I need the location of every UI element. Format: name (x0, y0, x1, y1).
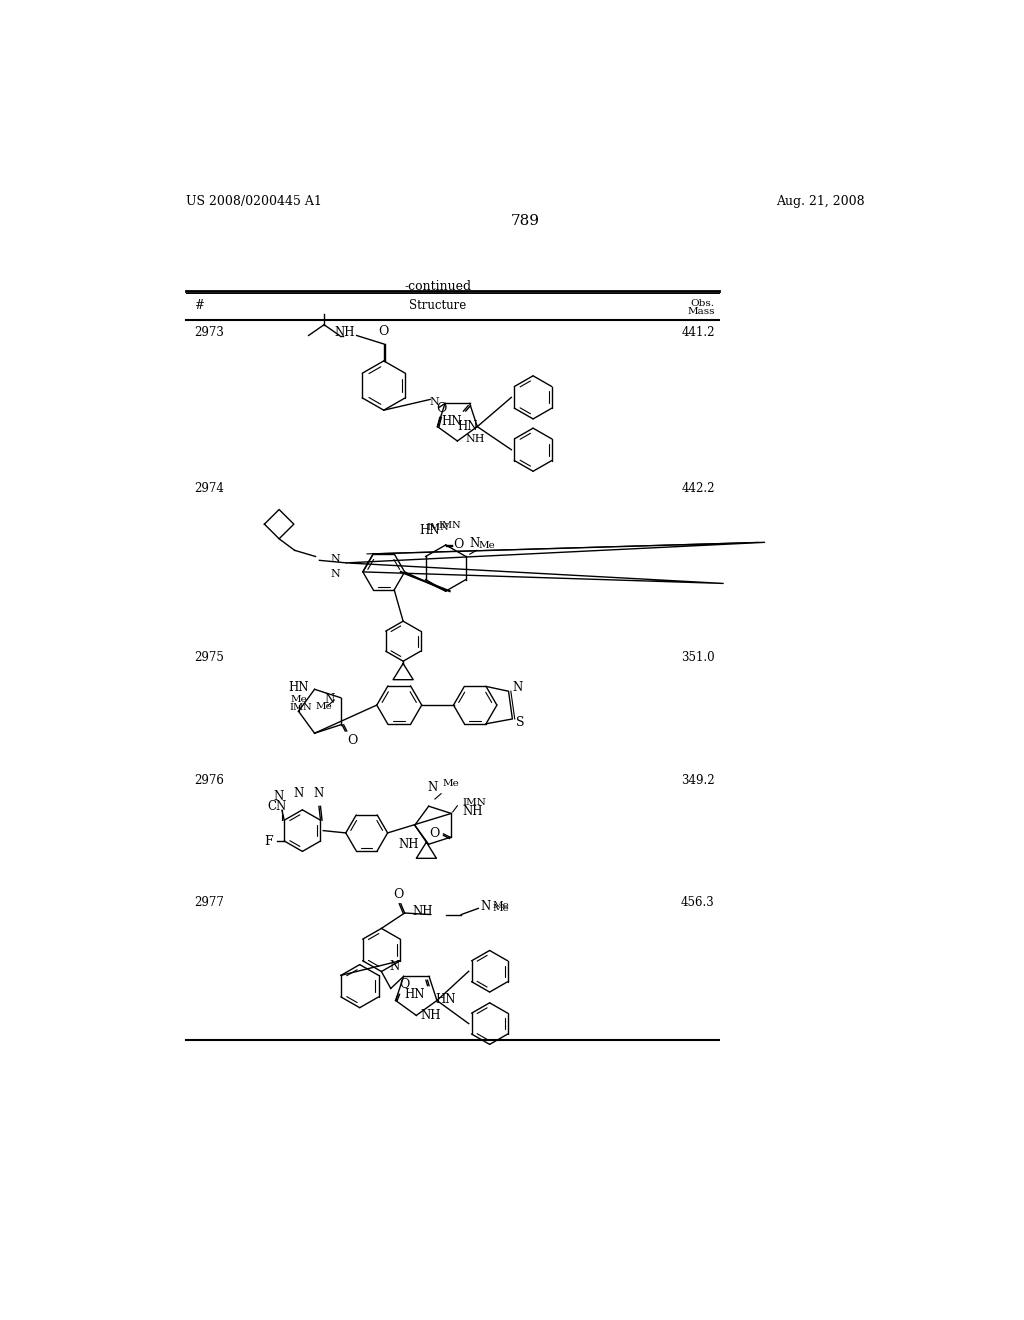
Text: 351.0: 351.0 (681, 651, 715, 664)
Text: 441.2: 441.2 (681, 326, 715, 339)
Text: 456.3: 456.3 (681, 896, 715, 909)
Text: O: O (429, 826, 439, 840)
Text: N: N (331, 554, 340, 564)
Text: IMN: IMN (290, 704, 312, 713)
Text: N: N (427, 780, 437, 793)
Text: NH: NH (462, 805, 482, 818)
Text: Aug. 21, 2008: Aug. 21, 2008 (775, 195, 864, 209)
Text: IMN: IMN (427, 524, 450, 532)
Text: N: N (512, 681, 522, 694)
Text: NH: NH (399, 838, 420, 851)
Text: NH: NH (335, 326, 355, 339)
Text: F: F (264, 834, 272, 847)
Text: N: N (429, 397, 439, 407)
Text: 2974: 2974 (194, 482, 224, 495)
Text: IMN: IMN (462, 797, 486, 807)
Text: Me: Me (493, 900, 509, 909)
Text: HN: HN (435, 994, 456, 1006)
Text: 2973: 2973 (194, 326, 224, 339)
Text: 349.2: 349.2 (681, 775, 715, 788)
Text: O: O (399, 978, 410, 991)
Text: N: N (480, 900, 490, 913)
Text: 2977: 2977 (194, 896, 224, 909)
Text: -continued: -continued (404, 280, 472, 293)
Text: HN: HN (441, 414, 462, 428)
Text: 2975: 2975 (194, 651, 224, 664)
Text: Me: Me (478, 541, 495, 550)
Text: HN: HN (288, 681, 308, 694)
Text: O: O (436, 403, 446, 414)
Text: S: S (516, 717, 524, 730)
Text: O: O (393, 888, 403, 902)
Text: N: N (293, 787, 304, 800)
Text: N: N (273, 791, 284, 804)
Text: 442.2: 442.2 (681, 482, 715, 495)
Text: Mass: Mass (687, 308, 715, 315)
Text: Me: Me (315, 702, 332, 711)
Text: O: O (347, 734, 357, 747)
Text: Me: Me (290, 694, 307, 704)
Text: O: O (454, 539, 464, 552)
Text: 2976: 2976 (194, 775, 224, 788)
Text: O: O (379, 325, 389, 338)
Text: Structure: Structure (410, 300, 467, 313)
Text: N: N (313, 787, 324, 800)
Text: IMN: IMN (438, 520, 461, 529)
Text: Obs.: Obs. (690, 298, 715, 308)
Text: N: N (470, 537, 480, 550)
Text: Me: Me (442, 779, 460, 788)
Text: N: N (331, 569, 340, 579)
Text: N: N (389, 960, 399, 973)
Text: HN: HN (457, 420, 477, 433)
Text: US 2008/0200445 A1: US 2008/0200445 A1 (186, 195, 322, 209)
Text: CN: CN (267, 800, 286, 813)
Text: NH: NH (413, 906, 433, 917)
Text: N: N (325, 693, 335, 706)
Text: HN: HN (404, 987, 425, 1001)
Text: NH: NH (465, 434, 484, 445)
Text: NH: NH (420, 1008, 440, 1022)
Text: Me: Me (493, 904, 509, 913)
Text: 789: 789 (510, 214, 540, 228)
Text: HN: HN (419, 524, 439, 537)
Text: #: # (194, 300, 204, 313)
